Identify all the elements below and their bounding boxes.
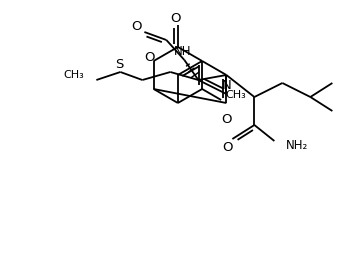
Text: S: S (115, 57, 124, 71)
Text: O: O (171, 11, 181, 25)
Text: O: O (131, 20, 142, 32)
Text: O: O (222, 141, 233, 153)
Text: NH: NH (173, 45, 191, 57)
Text: NH₂: NH₂ (286, 139, 309, 151)
Text: N: N (222, 78, 231, 92)
Text: O: O (221, 113, 232, 125)
Text: CH₃: CH₃ (64, 70, 84, 80)
Text: O: O (144, 50, 155, 64)
Text: CH₃: CH₃ (225, 90, 246, 100)
